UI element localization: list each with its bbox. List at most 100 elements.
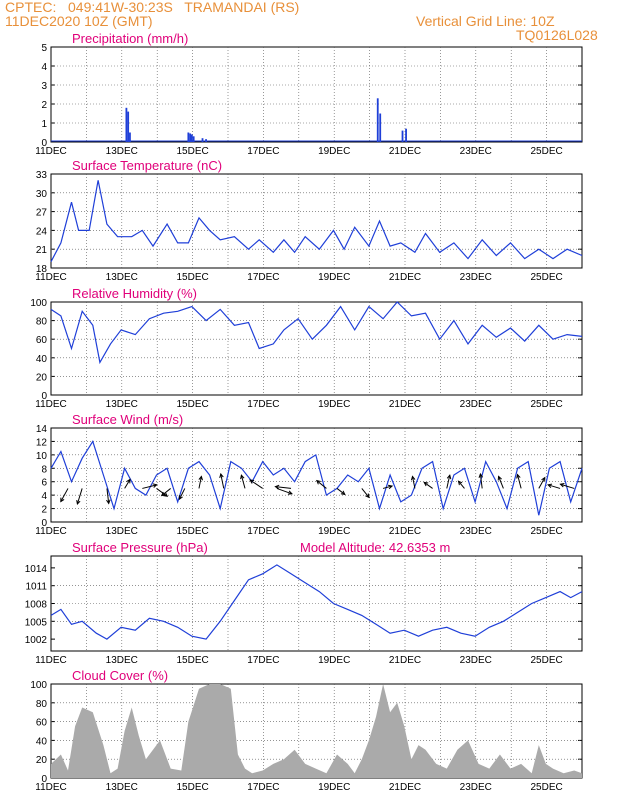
y-tick-label: 3: [41, 81, 47, 92]
x-tick-label: 19DEC: [318, 526, 350, 537]
x-tick-label: 19DEC: [318, 146, 350, 157]
x-tick-label: 15DEC: [176, 399, 208, 410]
y-tick-label: 80: [36, 699, 48, 710]
precip-bar: [187, 132, 190, 142]
y-tick-label: 21: [36, 245, 48, 256]
wind-vector: [479, 473, 483, 489]
x-tick-label: 13DEC: [106, 782, 138, 793]
wind-arrowhead: [126, 478, 131, 484]
wind-arrowhead: [198, 475, 203, 481]
precip-bar: [127, 111, 130, 142]
wind-vector: [517, 474, 522, 489]
panel-pressure: 1002 1005 1008 1011 1014 11DEC 13DEC 15DEC 17DEC…: [25, 540, 583, 666]
panel-annotation: Model Altitude: 42.6353 m: [300, 540, 450, 555]
x-tick-label: 25DEC: [530, 146, 562, 157]
x-tick-label: 21DEC: [389, 146, 421, 157]
x-tick-label: 25DEC: [530, 399, 562, 410]
y-tick-label: 4: [41, 491, 47, 502]
wind-arrowhead: [559, 483, 565, 488]
y-tick-label: 80: [36, 317, 48, 328]
x-tick-label: 25DEC: [530, 655, 562, 666]
wind-vector: [60, 488, 69, 502]
y-tick-label: 4: [41, 62, 47, 73]
precip-bar: [401, 130, 404, 142]
x-tick-label: 23DEC: [460, 146, 492, 157]
y-tick-label: 40: [36, 354, 48, 365]
wind-vector: [560, 483, 575, 489]
series-line: [50, 301, 583, 365]
y-tick-label: 1002: [25, 635, 48, 646]
wind-arrowhead: [315, 479, 321, 485]
precip-bar: [125, 107, 128, 142]
wind-arrowhead: [340, 490, 346, 496]
wind-vector: [498, 476, 504, 489]
y-tick-label: 40: [36, 736, 48, 747]
wind-arrowhead: [163, 492, 169, 497]
y-tick-label: 12: [36, 437, 48, 448]
y-tick-label: 20: [36, 372, 48, 383]
precip-bar: [379, 113, 382, 142]
x-tick-label: 15DEC: [176, 526, 208, 537]
wind-arrowhead: [219, 472, 224, 479]
x-tick-label: 15DEC: [176, 782, 208, 793]
panel-title: Cloud Cover (%): [72, 668, 168, 683]
x-tick-label: 17DEC: [247, 526, 279, 537]
x-tick-label: 13DEC: [106, 526, 138, 537]
y-tick-label: 14: [36, 424, 48, 435]
wind-vector: [124, 479, 131, 489]
y-tick-label: 1014: [25, 564, 48, 575]
series-line: [50, 564, 583, 640]
wind-vector: [458, 480, 465, 489]
precip-bar: [192, 136, 195, 142]
y-tick-label: 5: [41, 43, 47, 54]
wind-arrowhead: [410, 475, 416, 481]
wind-vector: [382, 485, 393, 489]
wind-vector: [178, 488, 186, 500]
x-tick-label: 13DEC: [106, 399, 138, 410]
y-tick-label: 10: [36, 451, 48, 462]
x-tick-label: 15DEC: [176, 655, 208, 666]
header-vertical-grid: Vertical Grid Line: 10Z: [416, 13, 555, 29]
x-tick-label: 21DEC: [389, 272, 421, 283]
wind-arrowhead: [152, 483, 158, 488]
panel-wind: 0 2 4 6 8 10 12 14 11DEC 13DEC 15DEC 17DEC 19DEC 21DE…: [35, 412, 583, 537]
wind-arrowhead: [365, 493, 370, 499]
wind-vector: [220, 473, 225, 489]
panel-temperature: 18 21 24 27 30 33 11DEC 13DEC 15DEC 17DEC 19DEC 21D…: [35, 158, 583, 283]
wind-vector: [423, 482, 433, 489]
panel-frame: [50, 427, 583, 523]
x-tick-label: 11DEC: [35, 272, 67, 283]
wind-arrowhead: [249, 479, 255, 484]
panel-title: Surface Temperature (nC): [72, 158, 222, 173]
x-tick-label: 23DEC: [460, 655, 492, 666]
x-tick-label: 11DEC: [35, 782, 67, 793]
wind-vector: [240, 475, 246, 489]
header-code: TQ0126L028: [516, 27, 598, 43]
wind-arrowhead: [160, 491, 166, 497]
x-tick-label: 17DEC: [247, 272, 279, 283]
y-tick-label: 0: [41, 391, 47, 402]
y-tick-label: 1008: [25, 600, 48, 611]
wind-vector: [547, 484, 561, 489]
x-tick-label: 17DEC: [247, 146, 279, 157]
wind-arrowhead: [240, 474, 245, 480]
panel-title: Surface Pressure (hPa): [72, 540, 208, 555]
wind-vector: [336, 488, 346, 495]
y-tick-label: 100: [30, 298, 47, 309]
precip-bar: [405, 128, 407, 142]
y-tick-label: 6: [41, 478, 47, 489]
x-tick-label: 21DEC: [389, 399, 421, 410]
y-tick-label: 20: [36, 755, 48, 766]
x-tick-label: 23DEC: [460, 782, 492, 793]
wind-vector: [538, 477, 546, 489]
x-tick-label: 21DEC: [389, 526, 421, 537]
wind-arrowhead: [516, 473, 521, 479]
x-tick-label: 23DEC: [460, 272, 492, 283]
wind-vector: [106, 488, 110, 504]
panel-title: Surface Wind (m/s): [72, 412, 183, 427]
wind-vector: [249, 479, 263, 489]
panel-frame: [50, 301, 583, 396]
x-tick-label: 19DEC: [318, 655, 350, 666]
x-tick-label: 13DEC: [106, 655, 138, 666]
